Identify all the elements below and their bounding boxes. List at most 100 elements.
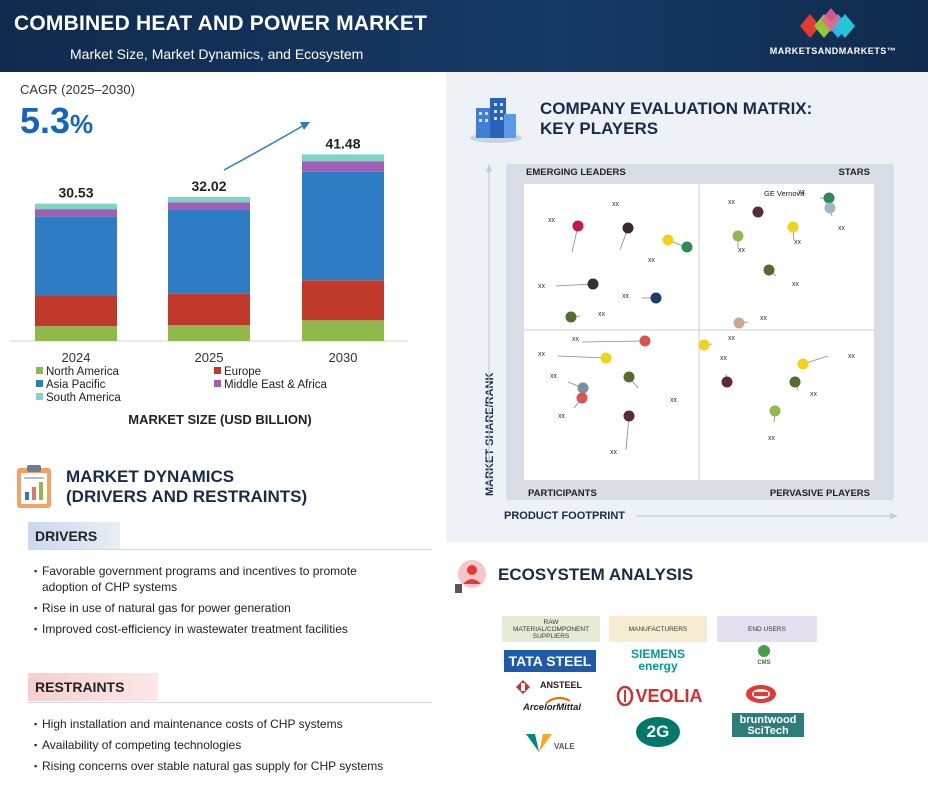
player-label: xx — [848, 353, 856, 360]
matrix-title: COMPANY EVALUATION MATRIX: KEY PLAYERS — [540, 99, 812, 139]
ecosystem-title: ECOSYSTEM ANALYSIS — [498, 565, 694, 584]
player-label: xx — [760, 315, 768, 322]
bar-total-label: 32.02 — [191, 178, 226, 194]
dynamics-title: MARKET DYNAMICS (DRIVERS AND RESTRAINTS) — [66, 467, 307, 507]
player-dot — [623, 371, 635, 383]
player-dot — [639, 335, 651, 347]
legend-item: South America — [36, 392, 121, 404]
player-dot — [721, 376, 733, 388]
matrix-title-line1: COMPANY EVALUATION MATRIX: — [540, 99, 813, 118]
restraint-item: High installation and maintenance costs … — [34, 716, 404, 732]
drivers-list: Favorable government programs and incent… — [34, 563, 404, 642]
logo-2g: 2G — [636, 717, 680, 747]
player-label: xx — [792, 281, 800, 288]
player-label: xx — [538, 351, 546, 358]
logo-siemens-energy: SIEMENS energy — [630, 647, 685, 673]
logo-vale: VALE — [524, 734, 584, 754]
player-label: xx — [728, 335, 736, 342]
bar-total-label: 41.48 — [325, 135, 360, 151]
bar-segment — [35, 203, 117, 210]
bar-segment — [302, 154, 384, 162]
legend-label: Asia Pacific — [46, 379, 106, 391]
header-banner: COMBINED HEAT AND POWER MARKET Market Si… — [0, 0, 928, 72]
restraints-divider — [28, 702, 432, 703]
legend-item: Europe — [214, 366, 261, 378]
driver-item: Favorable government programs and incent… — [34, 563, 404, 595]
brand-logo: MARKETSANDMARKETS™ — [748, 4, 918, 68]
player-label: xx — [648, 257, 656, 264]
quadrant-participants: PARTICIPANTS — [528, 488, 597, 499]
restraints-label: RESTRAINTS — [28, 673, 158, 701]
player-label: xx — [572, 336, 580, 343]
legend-swatch — [36, 380, 43, 387]
player-label: xx — [610, 449, 618, 456]
veolia-icon — [616, 686, 634, 706]
restraint-item: Rising concerns over stable natural gas … — [34, 758, 404, 774]
player-dot — [769, 405, 781, 417]
bar-segment — [302, 171, 384, 281]
ecosystem-icon — [455, 560, 486, 593]
player-dot — [577, 382, 589, 394]
legend-swatch — [214, 380, 221, 387]
legend-label: Europe — [224, 366, 262, 378]
player-leader-line — [555, 283, 594, 287]
legend-item: Asia Pacific — [36, 379, 105, 391]
legend-swatch — [214, 367, 221, 374]
logo-end-user-2 — [744, 684, 778, 704]
cms-text: CMS — [757, 660, 771, 666]
dynamics-title-line2: (DRIVERS AND RESTRAINTS) — [66, 487, 308, 506]
bar-segment — [168, 293, 250, 326]
player-label: xx — [838, 225, 846, 232]
player-dot — [565, 311, 577, 323]
player-dot — [787, 221, 799, 233]
player-label: xx — [558, 413, 566, 420]
y-axis-arrow — [486, 164, 492, 490]
ansteel-text: ANSTEEL — [539, 680, 582, 690]
player-dot — [600, 352, 612, 364]
logo-ansteel: ANSTEEL — [512, 680, 592, 694]
logo-bruntwood: bruntwood SciTech — [732, 713, 804, 737]
player-leader-line — [557, 355, 607, 359]
x-axis-label: PRODUCT FOOTPRINT — [504, 510, 625, 522]
arcelormittal-swoosh — [546, 697, 570, 704]
bar-segment — [168, 202, 250, 211]
brand-name: MARKETSANDMARKETS™ — [769, 46, 897, 56]
player-label: xx — [612, 201, 620, 208]
quadrant-stars: STARS — [839, 167, 871, 178]
driver-item: Rise in use of natural gas for power gen… — [34, 600, 404, 616]
quadrant-emerging-leaders: EMERGING LEADERS — [526, 167, 626, 178]
bar-segment — [35, 216, 117, 296]
legend-label: Middle East & Africa — [224, 379, 327, 391]
legend-label: South America — [46, 392, 121, 404]
cagr-label: CAGR (2025–2030) — [20, 82, 135, 97]
player-dot — [650, 292, 662, 304]
eco-header-suppliers: RAW MATERIAL/COMPONENT SUPPLIERS — [502, 616, 600, 642]
bar-segment — [168, 210, 250, 294]
player-dot — [797, 358, 809, 370]
player-leader-line — [581, 340, 646, 343]
chart-title: MARKET SIZE (USD BILLION) — [128, 412, 312, 427]
player-dot — [752, 206, 764, 218]
cagr-number: 5.3 — [20, 100, 71, 141]
player-dot — [623, 410, 635, 422]
player-label: xx — [538, 283, 546, 290]
player-label: xx — [728, 199, 736, 206]
logo-cms: CMS — [736, 644, 792, 678]
bar-segment — [302, 280, 384, 321]
bar-segment — [302, 161, 384, 172]
dynamics-title-line1: MARKET DYNAMICS — [66, 467, 235, 486]
player-dot — [733, 317, 745, 329]
restraints-list: High installation and maintenance costs … — [34, 716, 404, 779]
logo-arcelormittal: ArcelorMittal — [508, 697, 596, 713]
player-label: xx — [720, 355, 728, 362]
page-title: COMBINED HEAT AND POWER MARKET — [14, 12, 428, 35]
bar-segment — [35, 209, 117, 217]
player-label: xx — [768, 435, 776, 442]
bar-segment — [168, 325, 250, 341]
growth-arrow-head — [300, 122, 310, 130]
player-dot — [572, 220, 584, 232]
player-label: xx — [798, 189, 806, 196]
cms-icon — [758, 645, 770, 657]
player-dot — [698, 339, 710, 351]
buildings-icon — [470, 98, 522, 143]
